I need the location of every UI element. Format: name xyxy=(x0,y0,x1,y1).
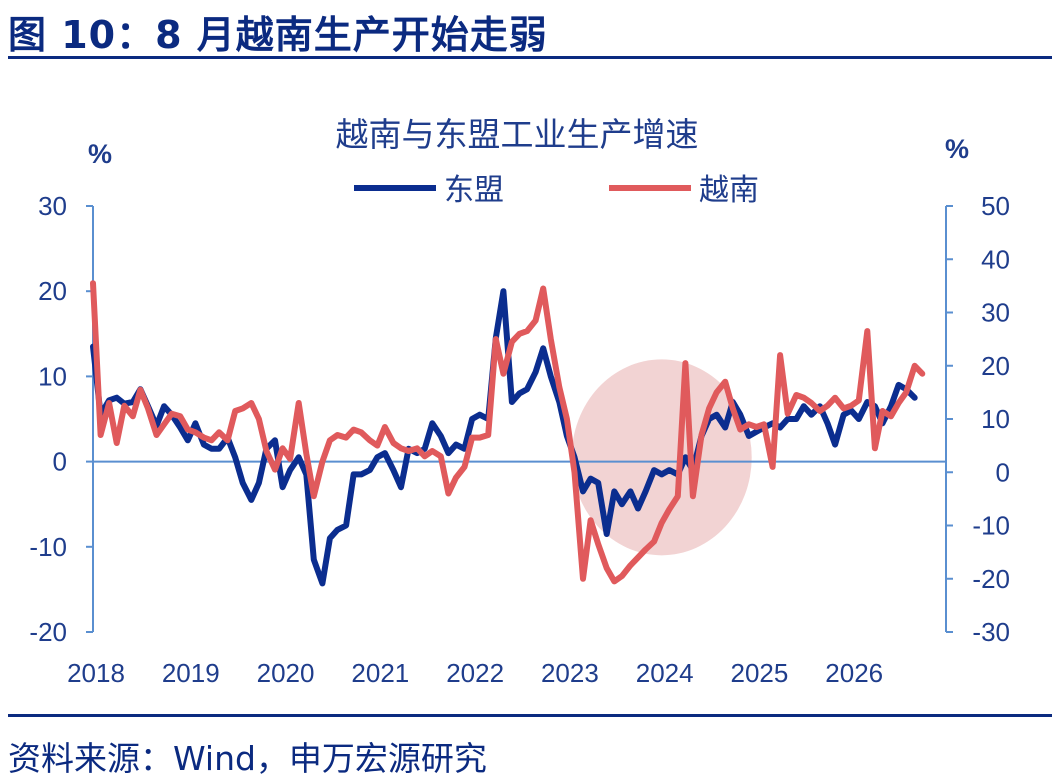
legend-label-vietnam: 越南 xyxy=(699,173,759,208)
x-tick-label: 2026 xyxy=(825,658,883,688)
right-tick-label: -10 xyxy=(972,511,1010,541)
legend: 东盟 越南 xyxy=(354,173,759,208)
x-tick-label: 2024 xyxy=(636,658,694,688)
left-tick-label: -10 xyxy=(29,532,67,562)
left-tick-label: 30 xyxy=(38,191,67,221)
x-tick-label: 2020 xyxy=(257,658,315,688)
title-rule xyxy=(8,56,1052,59)
left-tick-label: 10 xyxy=(38,361,67,391)
figure-title: 图 10：8 月越南生产开始走弱 xyxy=(8,13,548,57)
source-rule xyxy=(8,714,1052,717)
right-tick-label: -20 xyxy=(972,564,1010,594)
source-note: 资料来源：Wind，申万宏源研究 xyxy=(8,739,487,778)
x-tick-label: 2019 xyxy=(162,658,220,688)
x-tick-label: 2022 xyxy=(446,658,504,688)
line-chart: 越南与东盟工业生产增速 % % 东盟 越南 30 20 10 0 -10 -20 50 40 3… xyxy=(29,115,1010,688)
right-tick-label: 20 xyxy=(981,351,1010,381)
right-tick-label: 10 xyxy=(981,404,1010,434)
right-axis-unit: % xyxy=(945,134,969,164)
right-tick-label: 30 xyxy=(981,298,1010,328)
right-tick-label: 50 xyxy=(981,191,1010,221)
left-tick-label: 0 xyxy=(53,447,67,477)
left-tick-label: -20 xyxy=(29,617,67,647)
chart-title: 越南与东盟工业生产增速 xyxy=(336,115,699,154)
left-axis-unit: % xyxy=(88,139,112,169)
x-tick-label: 2018 xyxy=(67,658,125,688)
right-tick-label: -30 xyxy=(972,617,1010,647)
right-tick-label: 40 xyxy=(981,244,1010,274)
x-tick-label: 2023 xyxy=(541,658,599,688)
x-tick-label: 2021 xyxy=(351,658,409,688)
legend-label-asean: 东盟 xyxy=(444,173,504,208)
right-tick-label: 0 xyxy=(996,457,1010,487)
left-tick-label: 20 xyxy=(38,276,67,306)
x-tick-label: 2025 xyxy=(731,658,789,688)
series-line-vietnam xyxy=(90,280,926,585)
